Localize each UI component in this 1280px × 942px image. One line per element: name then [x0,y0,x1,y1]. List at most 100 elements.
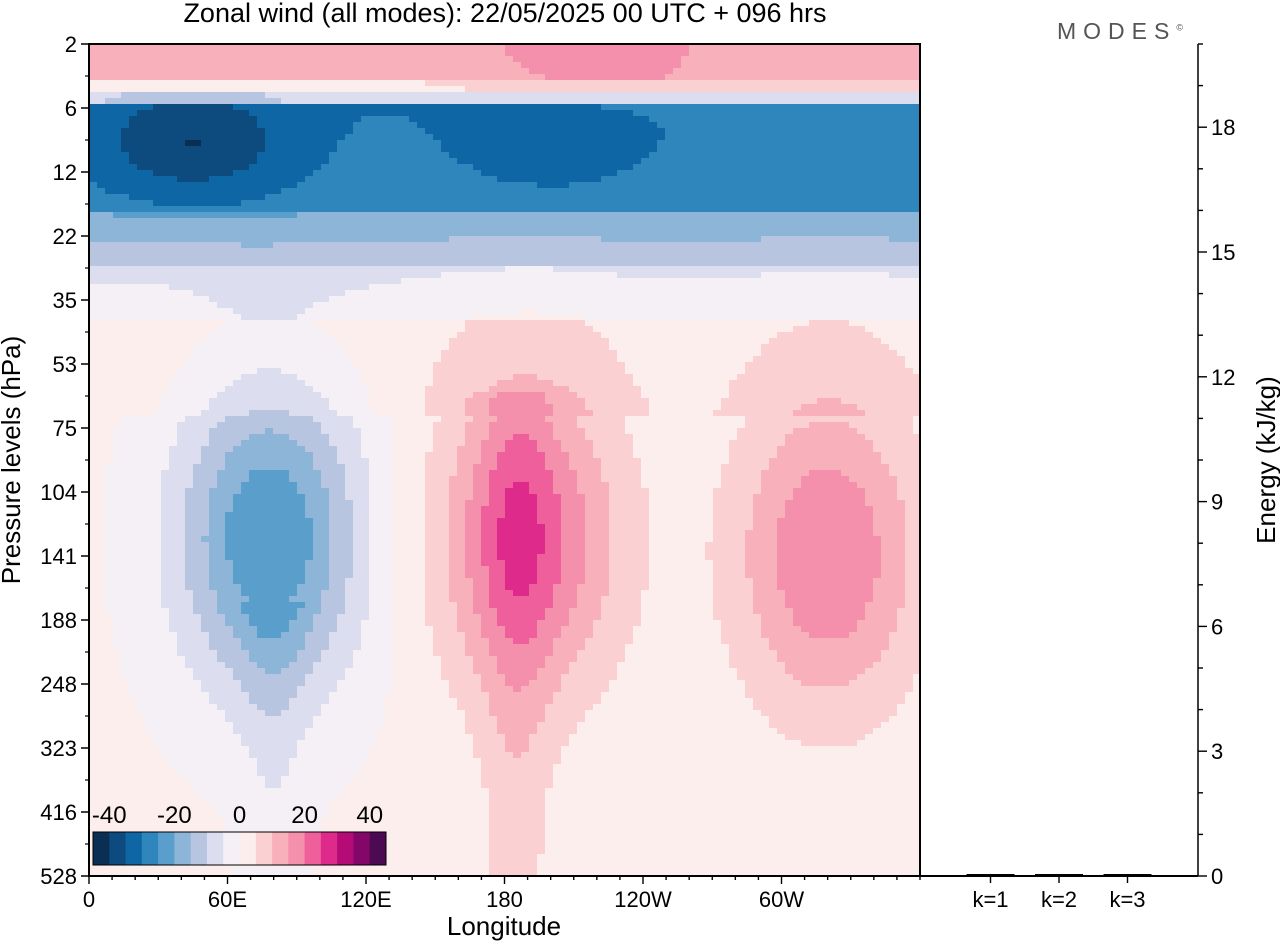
heatmap-cell [489,170,498,177]
heatmap-cell [345,176,354,183]
heatmap-cell [633,326,642,333]
heatmap-cell [345,248,354,255]
heatmap-cell [777,134,786,141]
heatmap-cell [417,194,426,201]
heatmap-cell [393,236,402,243]
heatmap-cell [449,266,458,273]
heatmap-cell [153,218,162,225]
heatmap-cell [225,224,234,231]
heatmap-cell [473,116,482,123]
heatmap-cell [505,56,514,63]
heatmap-cell [593,206,602,213]
heatmap-cell [801,296,810,303]
heatmap-cell [801,98,810,105]
heatmap-cell [393,248,402,255]
heatmap-cell [153,260,162,267]
heatmap-cell [313,326,322,333]
heatmap-cell [321,242,330,249]
heatmap-cell [473,62,482,69]
heatmap-cell [329,290,338,297]
heatmap-cell [481,278,490,285]
heatmap-cell [481,194,490,201]
heatmap-cell [801,134,810,141]
heatmap-cell [401,308,410,315]
heatmap-cell [569,122,578,129]
heatmap-cell [361,146,370,153]
heatmap-cell [753,260,762,267]
heatmap-cell [377,176,386,183]
heatmap-cell [137,236,146,243]
heatmap-cell [209,314,218,321]
heatmap-cell [345,212,354,219]
heatmap-cell [841,272,850,279]
heatmap-cell [873,104,882,111]
heatmap-cell [777,218,786,225]
heatmap-cell [329,224,338,231]
heatmap-cell [137,152,146,159]
heatmap-cell [841,248,850,255]
heatmap-cell [273,134,282,141]
heatmap-cell [537,266,546,273]
heatmap-cell [233,140,242,147]
heatmap-cell [441,140,450,147]
heatmap-cell [209,302,218,309]
heatmap-cell [337,170,346,177]
heatmap-cell [489,188,498,195]
heatmap-cell [409,320,418,327]
heatmap-cell [473,194,482,201]
heatmap-cell [849,266,858,273]
heatmap-cell [705,248,714,255]
heatmap-cell [705,290,714,297]
heatmap-cell [169,110,178,117]
heatmap-cell [345,86,354,93]
heatmap-cell [865,242,874,249]
heatmap-cell [137,254,146,261]
heatmap-cell [673,326,682,333]
heatmap-cell [625,284,634,291]
heatmap-cell [249,194,258,201]
heatmap-cell [665,194,674,201]
heatmap-cell [537,236,546,243]
heatmap-cell [729,80,738,87]
heatmap-cell [281,272,290,279]
heatmap-cell [905,86,914,93]
heatmap-cell [857,104,866,111]
heatmap-cell [393,74,402,81]
heatmap-cell [217,290,226,297]
heatmap-cell [329,272,338,279]
heatmap-cell [609,242,618,249]
heatmap-cell [497,194,506,201]
heatmap-cell [521,278,530,285]
heatmap-cell [841,158,850,165]
heatmap-cell [633,122,642,129]
heatmap-cell [673,146,682,153]
heatmap-cell [393,290,402,297]
heatmap-cell [241,308,250,315]
heatmap-cell [681,176,690,183]
heatmap-cell [569,272,578,279]
heatmap-cell [609,320,618,327]
heatmap-cell [801,236,810,243]
heatmap-cell [793,158,802,165]
heatmap-cell [113,266,122,273]
heatmap-cell [641,104,650,111]
heatmap-cell [353,200,362,207]
heatmap-cell [233,224,242,231]
heatmap-cell [641,206,650,213]
heatmap-cell [801,182,810,189]
heatmap-cell [185,302,194,309]
heatmap-cell [505,98,514,105]
heatmap-cell [441,302,450,309]
heatmap-cell [233,98,242,105]
heatmap-cell [313,236,322,243]
heatmap-cell [145,50,154,57]
heatmap-cell [249,104,258,111]
heatmap-cell [417,224,426,231]
heatmap-cell [841,266,850,273]
heatmap-cell [321,182,330,189]
heatmap-cell [369,146,378,153]
heatmap-cell [137,272,146,279]
heatmap-cell [201,254,210,261]
heatmap-cell [473,176,482,183]
heatmap-cell [233,290,242,297]
